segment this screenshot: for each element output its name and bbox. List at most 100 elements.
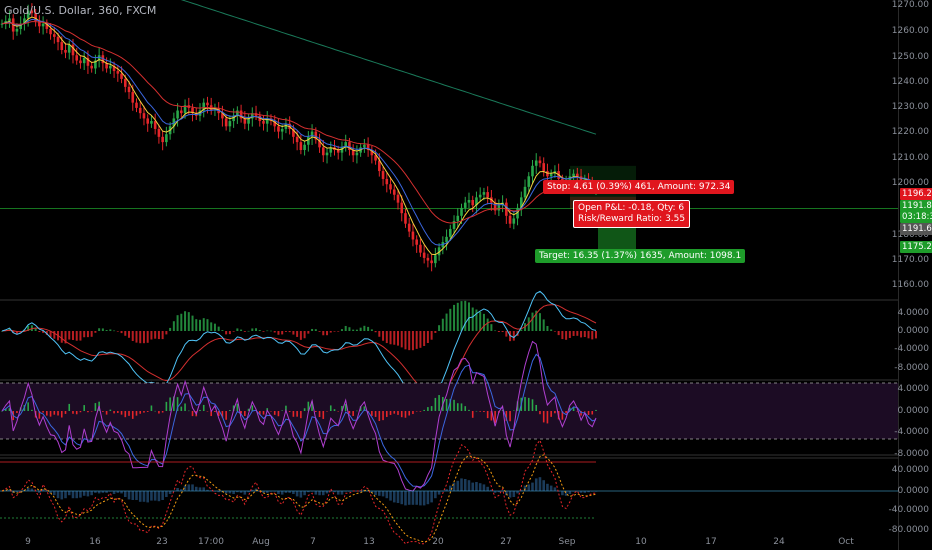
macd-histogram-bar bbox=[580, 331, 583, 338]
current-price-tag: 1191.81 bbox=[900, 200, 932, 212]
candle-body bbox=[295, 136, 299, 143]
macd-histogram-bar bbox=[404, 331, 407, 350]
candle-body bbox=[325, 152, 329, 156]
bottom-histogram-bar bbox=[501, 490, 504, 491]
candle-body bbox=[314, 131, 318, 140]
oscillator-bar bbox=[483, 411, 485, 413]
bottom-histogram-bar bbox=[288, 491, 291, 493]
bottom-histogram-bar bbox=[497, 491, 501, 493]
candle-body bbox=[351, 150, 355, 156]
candle-body bbox=[463, 202, 467, 208]
oscillator-bar bbox=[94, 403, 97, 411]
candle-body bbox=[411, 231, 415, 240]
oscillator-bar bbox=[535, 404, 538, 411]
chart-canvas[interactable] bbox=[0, 0, 898, 550]
macd-histogram-bar bbox=[142, 331, 145, 344]
bottom-histogram-bar bbox=[452, 482, 456, 491]
candle-body bbox=[232, 115, 235, 122]
pnl-label[interactable]: Open P&L: -0.18, Qty: 6 Risk/Reward Rati… bbox=[573, 200, 691, 228]
oscillator-bar bbox=[434, 397, 437, 411]
candle-body bbox=[299, 142, 303, 150]
oscillator-bar bbox=[494, 411, 496, 423]
price-axis[interactable]: 1270.00 1260.00 1250.00 1240.00 1230.00 … bbox=[889, 0, 932, 550]
bottom-histogram-bar bbox=[15, 491, 19, 493]
macd-histogram-bar bbox=[557, 331, 560, 336]
candle-body bbox=[396, 194, 400, 203]
macd-histogram-bar bbox=[180, 313, 183, 331]
bottom-histogram-bar bbox=[150, 491, 153, 501]
oscillator-bar bbox=[453, 399, 455, 411]
bottom-histogram-bar bbox=[299, 491, 303, 498]
x-axis-label: 16 bbox=[89, 537, 101, 547]
candle-body bbox=[392, 189, 396, 195]
oscillator-bar bbox=[445, 399, 448, 411]
macd-histogram-bar bbox=[400, 331, 403, 348]
oscillator-bar bbox=[131, 411, 134, 419]
bottom-histogram-bar bbox=[172, 491, 176, 492]
bottom-histogram-bar bbox=[441, 491, 445, 492]
bottom-histogram-bar bbox=[277, 491, 280, 494]
bottom-histogram-bar bbox=[463, 479, 467, 491]
candle-body bbox=[53, 34, 56, 37]
oscillator-bar bbox=[214, 411, 216, 412]
macd-histogram-bar bbox=[94, 331, 97, 333]
oscillator-bar bbox=[60, 411, 63, 418]
oscillator-bar bbox=[513, 410, 515, 412]
x-axis-label: Aug bbox=[252, 537, 270, 547]
oscillator-bar bbox=[176, 397, 179, 411]
oscillator-bar bbox=[539, 411, 541, 415]
bottom-histogram-bar bbox=[165, 491, 168, 497]
bottom-histogram-bar bbox=[381, 491, 385, 497]
macd-histogram-bar bbox=[34, 328, 37, 331]
stop-label[interactable]: Stop: 4.61 (0.39%) 461, Amount: 972.34 bbox=[543, 180, 735, 194]
oscillator-bar bbox=[229, 410, 231, 411]
oscillator-line bbox=[1, 340, 597, 492]
oscillator-bar bbox=[449, 398, 452, 411]
oscillator-bar bbox=[344, 403, 347, 411]
macd-histogram-bar bbox=[172, 321, 175, 331]
bottom-histogram-bar bbox=[180, 489, 183, 491]
candle-body bbox=[236, 110, 239, 116]
oscillator-bar bbox=[258, 411, 261, 415]
candle-body bbox=[434, 255, 437, 264]
oscillator-bar bbox=[505, 411, 508, 421]
macd-histogram-bar bbox=[269, 330, 272, 332]
macd-histogram-bar bbox=[535, 310, 538, 331]
symbol-title[interactable]: Gold/U.S. Dollar, 360, FXCM bbox=[4, 4, 157, 17]
macd-histogram-bar bbox=[255, 328, 258, 331]
macd-axis-label: -8.0000 bbox=[894, 363, 929, 373]
macd-axis-label: -4.0000 bbox=[894, 344, 929, 354]
oscillator-bar bbox=[311, 401, 313, 411]
bottom-histogram-bar bbox=[493, 491, 497, 493]
candle-body bbox=[247, 118, 250, 124]
bottom-histogram-bar bbox=[269, 491, 273, 492]
oscillator-bar bbox=[161, 411, 164, 413]
candle-body bbox=[579, 176, 583, 182]
macd-histogram-bar bbox=[120, 331, 123, 334]
bottom-histogram-bar bbox=[146, 491, 149, 503]
oscillator-bar bbox=[576, 411, 579, 412]
bottom-histogram-bar bbox=[475, 482, 478, 491]
candle-body bbox=[538, 160, 542, 164]
oscillator-bar bbox=[236, 403, 239, 411]
oscillator-bar bbox=[524, 397, 526, 411]
bottom-histogram-bar bbox=[71, 491, 75, 499]
target-label[interactable]: Target: 16.35 (1.37%) 1635, Amount: 1098… bbox=[535, 249, 746, 263]
bottom-histogram-bar bbox=[325, 491, 329, 494]
macd-histogram-bar bbox=[344, 325, 347, 331]
candle-body bbox=[493, 202, 497, 211]
oscillator-bar bbox=[277, 411, 280, 417]
bottom-histogram-bar bbox=[527, 484, 531, 491]
price-label: 1260.00 bbox=[891, 26, 929, 36]
x-axis-label: 9 bbox=[25, 537, 31, 547]
bottom-histogram-bar bbox=[105, 491, 108, 493]
candle-body bbox=[45, 23, 49, 29]
macd-histogram-bar bbox=[430, 331, 433, 340]
macd-histogram-bar bbox=[109, 329, 112, 331]
bottom-histogram-bar bbox=[183, 485, 187, 491]
macd-histogram-bar bbox=[542, 319, 545, 331]
macd-histogram-bar bbox=[116, 331, 119, 332]
oscillator-bar bbox=[146, 411, 149, 412]
oscillator-bar bbox=[501, 410, 504, 411]
candle-body bbox=[516, 207, 519, 219]
